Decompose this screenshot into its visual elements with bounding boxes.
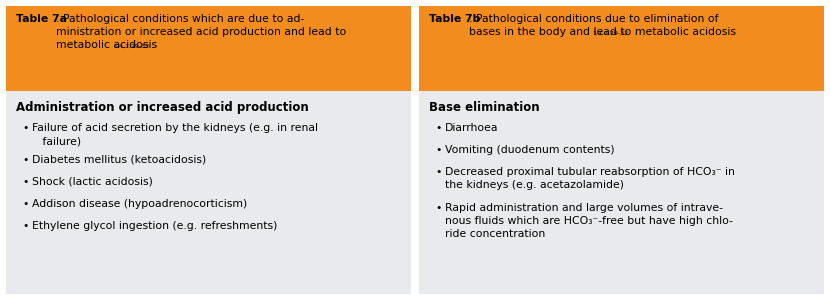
Text: •: •	[435, 145, 442, 155]
Text: Shock (lactic acidosis): Shock (lactic acidosis)	[32, 177, 153, 187]
Text: •: •	[435, 123, 442, 133]
Text: •: •	[435, 203, 442, 213]
Text: Administration or increased acid production: Administration or increased acid product…	[16, 101, 309, 114]
Text: •: •	[22, 155, 28, 165]
Text: Diarrhoea: Diarrhoea	[445, 123, 499, 133]
Text: Table 7b: Table 7b	[429, 14, 481, 24]
Bar	[6, 6, 411, 294]
Text: Decreased proximal tubular reabsorption of HCO₃⁻ in
the kidneys (e.g. acetazolam: Decreased proximal tubular reabsorption …	[445, 167, 735, 190]
Text: Table 7a: Table 7a	[16, 14, 67, 24]
Text: . Pathological conditions which are due to ad-
ministration or increased acid pr: . Pathological conditions which are due …	[56, 14, 346, 50]
Text: Ethylene glycol ingestion (e.g. refreshments): Ethylene glycol ingestion (e.g. refreshm…	[32, 221, 277, 231]
Text: Diabetes mellitus (ketoacidosis): Diabetes mellitus (ketoacidosis)	[32, 155, 206, 165]
Bar	[419, 6, 824, 294]
Text: Addison disease (hypoadrenocorticism): Addison disease (hypoadrenocorticism)	[32, 199, 247, 209]
Bar	[419, 6, 824, 91]
Text: . Pathological conditions due to elimination of
bases in the body and lead to me: . Pathological conditions due to elimina…	[469, 14, 736, 37]
Text: Failure of acid secretion by the kidneys (e.g. in renal
   failure): Failure of acid secretion by the kidneys…	[32, 123, 318, 146]
Text: Vomiting (duodenum contents): Vomiting (duodenum contents)	[445, 145, 615, 155]
Text: •: •	[22, 177, 28, 187]
Text: •: •	[22, 123, 28, 133]
Text: 1,4,7,29-32: 1,4,7,29-32	[592, 31, 628, 36]
Text: •: •	[22, 221, 28, 231]
Text: 1,4,7,29-32: 1,4,7,29-32	[113, 44, 149, 49]
Text: •: •	[22, 199, 28, 209]
Text: Rapid administration and large volumes of intrave-
nous fluids which are HCO₃⁻-f: Rapid administration and large volumes o…	[445, 203, 733, 239]
Text: Base elimination: Base elimination	[429, 101, 540, 114]
Bar	[6, 6, 411, 91]
Text: •: •	[435, 167, 442, 177]
